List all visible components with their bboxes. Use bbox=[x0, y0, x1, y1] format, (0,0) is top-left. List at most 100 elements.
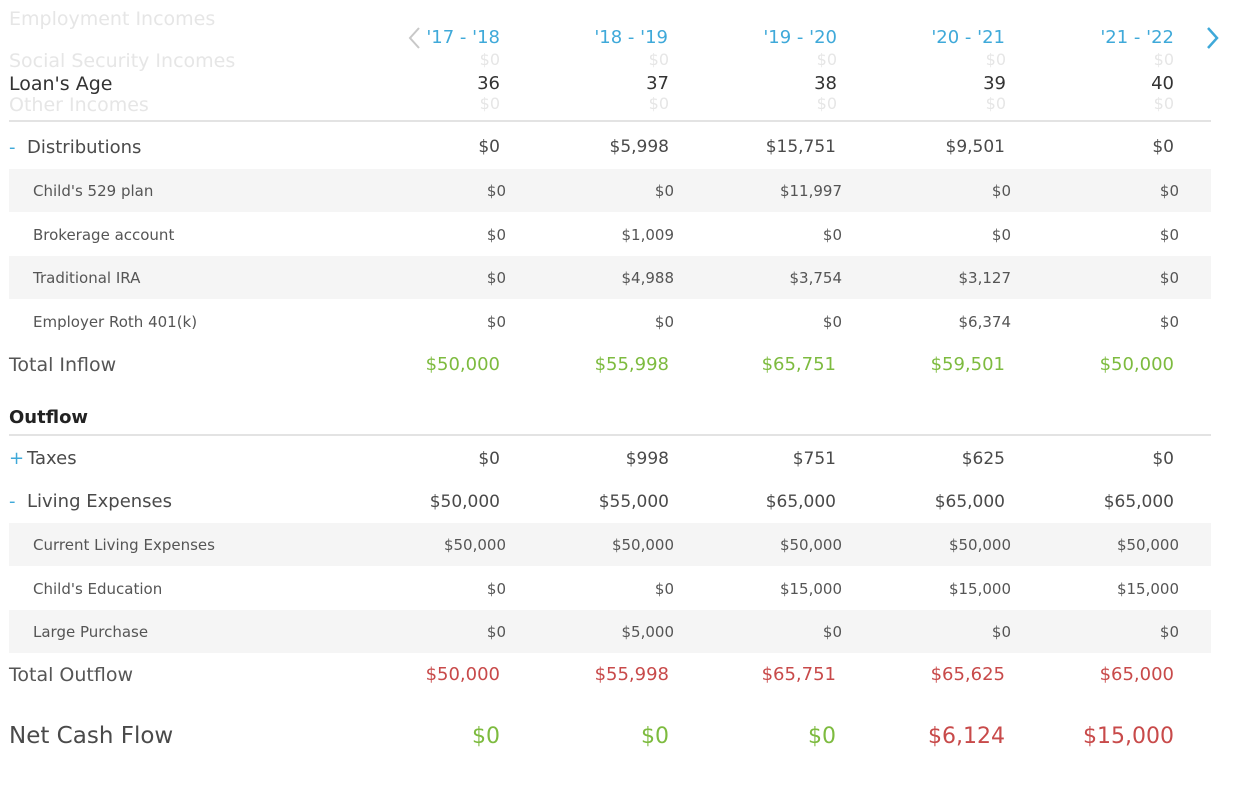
header-divider bbox=[9, 120, 1211, 122]
cell-value: $0 bbox=[654, 579, 674, 598]
total-outflow-row: Total Outflow $50,000 $55,998 $65,751 $6… bbox=[9, 653, 1211, 696]
total-inflow-value: $55,998 bbox=[594, 354, 669, 375]
cell-value: $0 bbox=[1152, 448, 1174, 469]
loan-age-value: 39 bbox=[983, 73, 1006, 94]
ghost-row-value: $0 bbox=[479, 50, 500, 69]
cell-value: $0 bbox=[991, 622, 1011, 641]
cell-value: $3,754 bbox=[789, 268, 843, 287]
total-outflow-value: $65,625 bbox=[930, 664, 1005, 685]
cell-value: $50,000 bbox=[1116, 535, 1179, 554]
total-inflow-label: Total Inflow bbox=[9, 353, 117, 376]
cell-value: $50,000 bbox=[779, 535, 842, 554]
cell-value: $0 bbox=[486, 268, 506, 287]
cell-value: $0 bbox=[822, 312, 842, 331]
year-column-header[interactable]: '18 - '19 bbox=[594, 27, 668, 48]
cell-value: $9,501 bbox=[945, 137, 1005, 157]
expand-toggle-icon[interactable]: + bbox=[9, 448, 25, 469]
cell-value: $751 bbox=[792, 448, 836, 469]
total-outflow-value: $65,000 bbox=[1099, 664, 1174, 685]
net-cash-flow-value: $0 bbox=[641, 723, 669, 749]
ghost-row: Other Incomes $0 $0 $0 $0 $0 bbox=[0, 92, 1242, 122]
table-row: Employer Roth 401(k) $0 $0 $0 $6,374 $0 bbox=[9, 300, 1211, 343]
cell-value: $0 bbox=[991, 181, 1011, 200]
cell-value: $0 bbox=[486, 181, 506, 200]
total-inflow-value: $59,501 bbox=[930, 354, 1005, 375]
chevron-right-icon bbox=[1207, 27, 1219, 49]
cell-value: $11,997 bbox=[779, 181, 842, 200]
previous-years-button[interactable] bbox=[406, 24, 424, 52]
ghost-row-value: $0 bbox=[985, 94, 1006, 113]
row-label: Employer Roth 401(k) bbox=[33, 312, 198, 331]
living-expenses-label: - Living Expenses bbox=[9, 480, 172, 523]
net-cash-flow-label: Net Cash Flow bbox=[9, 723, 174, 749]
ghost-row-value: $0 bbox=[816, 94, 837, 113]
ghost-row: Social Security Incomes $0 $0 $0 $0 $0 bbox=[0, 48, 1242, 78]
living-expenses-row[interactable]: - Living Expenses $50,000 $55,000 $65,00… bbox=[9, 480, 1211, 523]
cell-value: $0 bbox=[486, 622, 506, 641]
cell-value: $3,127 bbox=[958, 268, 1012, 287]
ghost-row-value: $0 bbox=[985, 50, 1006, 69]
cash-flow-header: '17 - '18 '18 - '19 '19 - '20 '20 - '21 … bbox=[0, 0, 1242, 125]
net-cash-flow-value: $0 bbox=[472, 723, 500, 749]
table-row: Child's 529 plan $0 $0 $11,997 $0 $0 bbox=[9, 169, 1211, 212]
table-row: Current Living Expenses $50,000 $50,000 … bbox=[9, 523, 1211, 566]
cell-value: $15,751 bbox=[765, 137, 836, 157]
cell-value: $0 bbox=[1159, 622, 1179, 641]
total-outflow-value: $55,998 bbox=[594, 664, 669, 685]
ghost-row-value: $0 bbox=[648, 94, 669, 113]
ghost-row-label: Employment Incomes bbox=[9, 8, 216, 30]
year-column-header[interactable]: '20 - '21 bbox=[931, 27, 1005, 48]
cell-value: $0 bbox=[654, 312, 674, 331]
total-outflow-value: $65,751 bbox=[761, 664, 836, 685]
cell-value: $0 bbox=[654, 181, 674, 200]
row-label: Taxes bbox=[27, 448, 77, 469]
table-row: Traditional IRA $0 $4,988 $3,754 $3,127 … bbox=[9, 256, 1211, 299]
year-column-header[interactable]: '17 - '18 bbox=[426, 27, 500, 48]
net-cash-flow-value: $0 bbox=[808, 723, 836, 749]
cell-value: $0 bbox=[486, 312, 506, 331]
taxes-label: + Taxes bbox=[9, 437, 77, 480]
cell-value: $50,000 bbox=[443, 535, 506, 554]
loan-age-value: 37 bbox=[646, 73, 669, 94]
collapse-toggle-icon[interactable]: - bbox=[9, 136, 16, 158]
loan-age-label: Loan's Age bbox=[9, 73, 113, 95]
cell-value: $0 bbox=[486, 225, 506, 244]
row-label: Distributions bbox=[27, 136, 142, 158]
row-label: Child's Education bbox=[33, 579, 163, 598]
cell-value: $0 bbox=[478, 137, 500, 157]
ghost-row-value: $0 bbox=[1153, 94, 1174, 113]
cell-value: $15,000 bbox=[948, 579, 1011, 598]
total-outflow-value: $50,000 bbox=[425, 664, 500, 685]
year-column-header[interactable]: '19 - '20 bbox=[763, 27, 837, 48]
cell-value: $65,000 bbox=[1103, 491, 1174, 512]
cell-value: $0 bbox=[991, 225, 1011, 244]
cell-value: $0 bbox=[1152, 137, 1174, 157]
loan-age-value: 38 bbox=[814, 73, 837, 94]
taxes-row[interactable]: + Taxes $0 $998 $751 $625 $0 bbox=[9, 437, 1211, 480]
cell-value: $0 bbox=[478, 448, 500, 469]
outflow-section-title: Outflow bbox=[9, 407, 89, 428]
total-outflow-label: Total Outflow bbox=[9, 663, 133, 686]
cell-value: $50,000 bbox=[948, 535, 1011, 554]
cell-value: $0 bbox=[1159, 181, 1179, 200]
cell-value: $50,000 bbox=[611, 535, 674, 554]
distributions-row[interactable]: - Distributions $0 $5,998 $15,751 $9,501… bbox=[9, 126, 1211, 168]
loan-age-value: 36 bbox=[477, 73, 500, 94]
cell-value: $55,000 bbox=[598, 491, 669, 512]
cell-value: $5,998 bbox=[609, 137, 669, 157]
table-row: Brokerage account $0 $1,009 $0 $0 $0 bbox=[9, 213, 1211, 256]
cell-value: $15,000 bbox=[1116, 579, 1179, 598]
table-row: Child's Education $0 $0 $15,000 $15,000 … bbox=[9, 567, 1211, 610]
cell-value: $50,000 bbox=[429, 491, 500, 512]
row-label: Child's 529 plan bbox=[33, 181, 154, 200]
total-inflow-value: $50,000 bbox=[1099, 354, 1174, 375]
total-inflow-value: $50,000 bbox=[425, 354, 500, 375]
cell-value: $0 bbox=[1159, 225, 1179, 244]
year-column-header[interactable]: '21 - '22 bbox=[1100, 27, 1174, 48]
cell-value: $6,374 bbox=[958, 312, 1012, 331]
cell-value: $625 bbox=[961, 448, 1005, 469]
collapse-toggle-icon[interactable]: - bbox=[9, 491, 16, 512]
ghost-row-value: $0 bbox=[479, 94, 500, 113]
next-years-button[interactable] bbox=[1203, 24, 1221, 52]
ghost-row-label: Social Security Incomes bbox=[9, 50, 236, 72]
